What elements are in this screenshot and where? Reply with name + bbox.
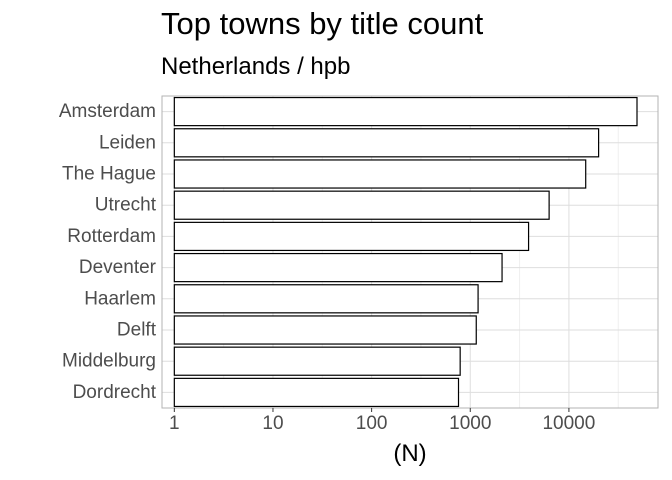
category-label: Haarlem [84, 288, 156, 309]
x-tick-label: 1 [169, 413, 180, 434]
bar-leiden [173, 128, 600, 158]
x-tick-label: 1000 [449, 413, 491, 434]
bar-deventer [173, 252, 503, 283]
panel-border [161, 95, 659, 409]
bar-rotterdam [173, 221, 530, 252]
category-label: Delft [117, 320, 157, 341]
category-label: The Hague [62, 164, 156, 185]
x-tick-label: 10000 [542, 413, 595, 434]
x-tick-label: 100 [356, 413, 388, 434]
x-axis-ticks: 1 10 100 1000 10000 [169, 408, 595, 434]
bar-utrecht [173, 190, 550, 220]
category-label: Amsterdam [59, 101, 156, 122]
category-label: Leiden [99, 132, 156, 153]
category-label: Rotterdam [67, 226, 156, 247]
chart-title: Top towns by title count [161, 6, 484, 41]
bar-the-hague [173, 159, 587, 189]
bar-haarlem [173, 284, 479, 314]
category-label: Deventer [79, 257, 157, 278]
bar-dordrecht [173, 377, 460, 408]
bar-middelburg [173, 346, 461, 376]
category-label: Middelburg [62, 351, 156, 372]
category-labels: Amsterdam Leiden The Hague Utrecht Rotterdam… [59, 101, 157, 403]
bar-delft [173, 315, 477, 345]
chart-subtitle: Netherlands / hpb [161, 53, 351, 80]
x-axis-title: (N) [393, 440, 426, 467]
category-label: Dordrecht [73, 382, 157, 403]
x-tick-label: 10 [262, 413, 283, 434]
bar-amsterdam [173, 96, 638, 127]
bars [173, 96, 638, 408]
category-label: Utrecht [95, 195, 157, 216]
